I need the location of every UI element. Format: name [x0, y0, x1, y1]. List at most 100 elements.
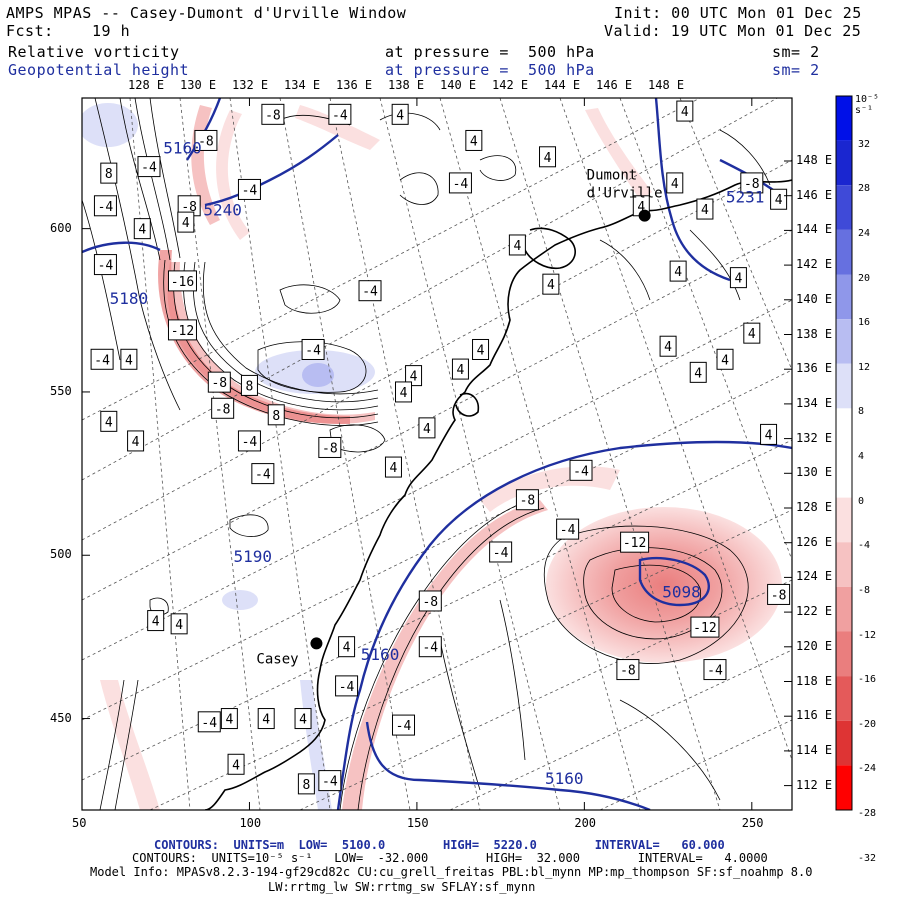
vorticity-label-box [666, 172, 684, 194]
vorticity-label: -4 [93, 195, 117, 217]
vorticity-label: -4 [251, 463, 275, 485]
vorticity-label-box [328, 103, 352, 125]
vorticity-label-box [207, 371, 231, 393]
vorticity-label-box [318, 436, 342, 458]
vorticity-label: -4 [358, 280, 382, 302]
vorticity-label-box [384, 456, 402, 478]
vorticity-label-text: 8 [302, 778, 310, 793]
vorticity-label-box [616, 659, 640, 681]
vorticity-label: 4 [100, 410, 118, 432]
vorticity-label-box [392, 714, 416, 736]
colorbar-bin [836, 631, 852, 677]
vorticity-label-box [696, 198, 714, 220]
vorticity-label-text: 4 [138, 223, 146, 238]
colorbar-bin [836, 542, 852, 587]
vorticity-label: 8 [100, 162, 118, 184]
init-time: Init: 00 UTC Mon 01 Dec 25 [614, 4, 862, 22]
vorticity-label-box [689, 361, 707, 383]
negative-vorticity-west [100, 680, 160, 810]
vorticity-label-text: -12 [693, 621, 716, 636]
vorticity-label: 4 [120, 348, 138, 370]
vorticity-label-text: 4 [470, 134, 478, 149]
latitude-label: 126 E [796, 534, 833, 549]
negative-vorticity-ne [585, 108, 652, 200]
vorticity-label-box [405, 365, 423, 387]
vorticity-label: 4 [418, 417, 436, 439]
vorticity-label: 8 [297, 773, 315, 795]
vorticity-label: -4 [301, 338, 325, 360]
colorbar-bin [836, 497, 852, 543]
vorticity-label: 8 [240, 374, 258, 396]
positive-vorticity-core [302, 363, 334, 387]
vorticity-label-box [358, 280, 382, 302]
vorticity-label-box [620, 531, 650, 553]
latitude-label: 142 E [796, 257, 833, 272]
vorticity-label: 4 [451, 358, 469, 380]
vorticity-label: 4 [147, 610, 165, 632]
colorbar-level-label: -24 [858, 763, 877, 775]
height-label: 5240 [203, 201, 242, 220]
x-tick-label: 50 [72, 816, 87, 830]
vorticity-label: 4 [666, 172, 684, 194]
vorticity-label-box [472, 338, 490, 360]
colorbar-bin [836, 676, 852, 721]
vorticity-label-box [261, 103, 285, 125]
vorticity-label: 4 [696, 198, 714, 220]
vorticity-label: -4 [392, 714, 416, 736]
vorticity-label-text: -4 [362, 285, 378, 300]
latitude-label: 134 E [796, 395, 833, 410]
vorticity-label-text: -4 [98, 259, 114, 274]
latitude-label: 132 E [796, 430, 833, 445]
vorticity-label-box [220, 708, 238, 730]
vorticity-label-box [418, 590, 442, 612]
vorticity-label: -4 [328, 103, 352, 125]
longitude-label: 148 E [648, 78, 685, 92]
vorticity-label: -8 [211, 397, 235, 419]
vorticity-label-box [760, 423, 778, 445]
vorticity-label-text: 4 [423, 422, 431, 437]
colorbar-level-label: 16 [858, 317, 871, 329]
height-label: 5160 [163, 139, 202, 158]
colorbar-bin [836, 586, 852, 632]
vorticity-label: -12 [167, 319, 197, 341]
longitude-label: 146 E [596, 78, 633, 92]
vorticity-label-text: 4 [262, 713, 270, 728]
colorbar-bin [836, 720, 852, 766]
vorticity-label-text: -16 [171, 275, 194, 290]
vorticity-label-text: -4 [141, 161, 157, 176]
x-tick-label: 100 [239, 816, 262, 830]
vorticity-label-text: 4 [232, 758, 240, 773]
vorticity-label-text: -12 [623, 536, 646, 551]
vorticity-label-box [211, 397, 235, 419]
colorbar-level-label: 20 [858, 272, 871, 284]
vorticity-label: -4 [489, 541, 513, 563]
vorticity-label: 4 [133, 218, 151, 240]
latitude-label: 144 E [796, 222, 833, 237]
vorticity-label-box [197, 711, 221, 733]
vorticity-label: 4 [743, 322, 761, 344]
x-tick-label: 150 [406, 816, 429, 830]
colorbar-bin [836, 140, 852, 186]
latitude-label: 114 E [796, 742, 833, 757]
y-axis-ticks [82, 160, 792, 787]
vorticity-label: 4 [539, 146, 557, 168]
colorbar-level-label: -8 [858, 584, 871, 596]
vorticity-label-box [338, 636, 356, 658]
height-label: 5160 [361, 645, 400, 664]
vorticity-label-box [767, 583, 791, 605]
longitude-label: 130 E [180, 78, 217, 92]
vorticity-label-box [137, 156, 161, 178]
height-labels: 5160 5240 5180 5190 5160 5098 5160 5231 [110, 139, 765, 788]
vorticity-label-box [240, 374, 258, 396]
colorbar-level-label: -20 [858, 718, 877, 730]
height-contour-info: CONTOURS: UNITS=m LOW= 5100.0 HIGH= 5220… [154, 838, 725, 852]
vorticity-label-text: 4 [125, 353, 133, 368]
vorticity-label: 4 [220, 708, 238, 730]
latitude-label: 138 E [796, 326, 833, 341]
vorticity-label: 4 [227, 753, 245, 775]
latitude-label: 136 E [796, 361, 833, 376]
vorticity-label: 4 [391, 103, 409, 125]
vorticity-label: 4 [716, 348, 734, 370]
vorticity-label-box [770, 188, 788, 210]
